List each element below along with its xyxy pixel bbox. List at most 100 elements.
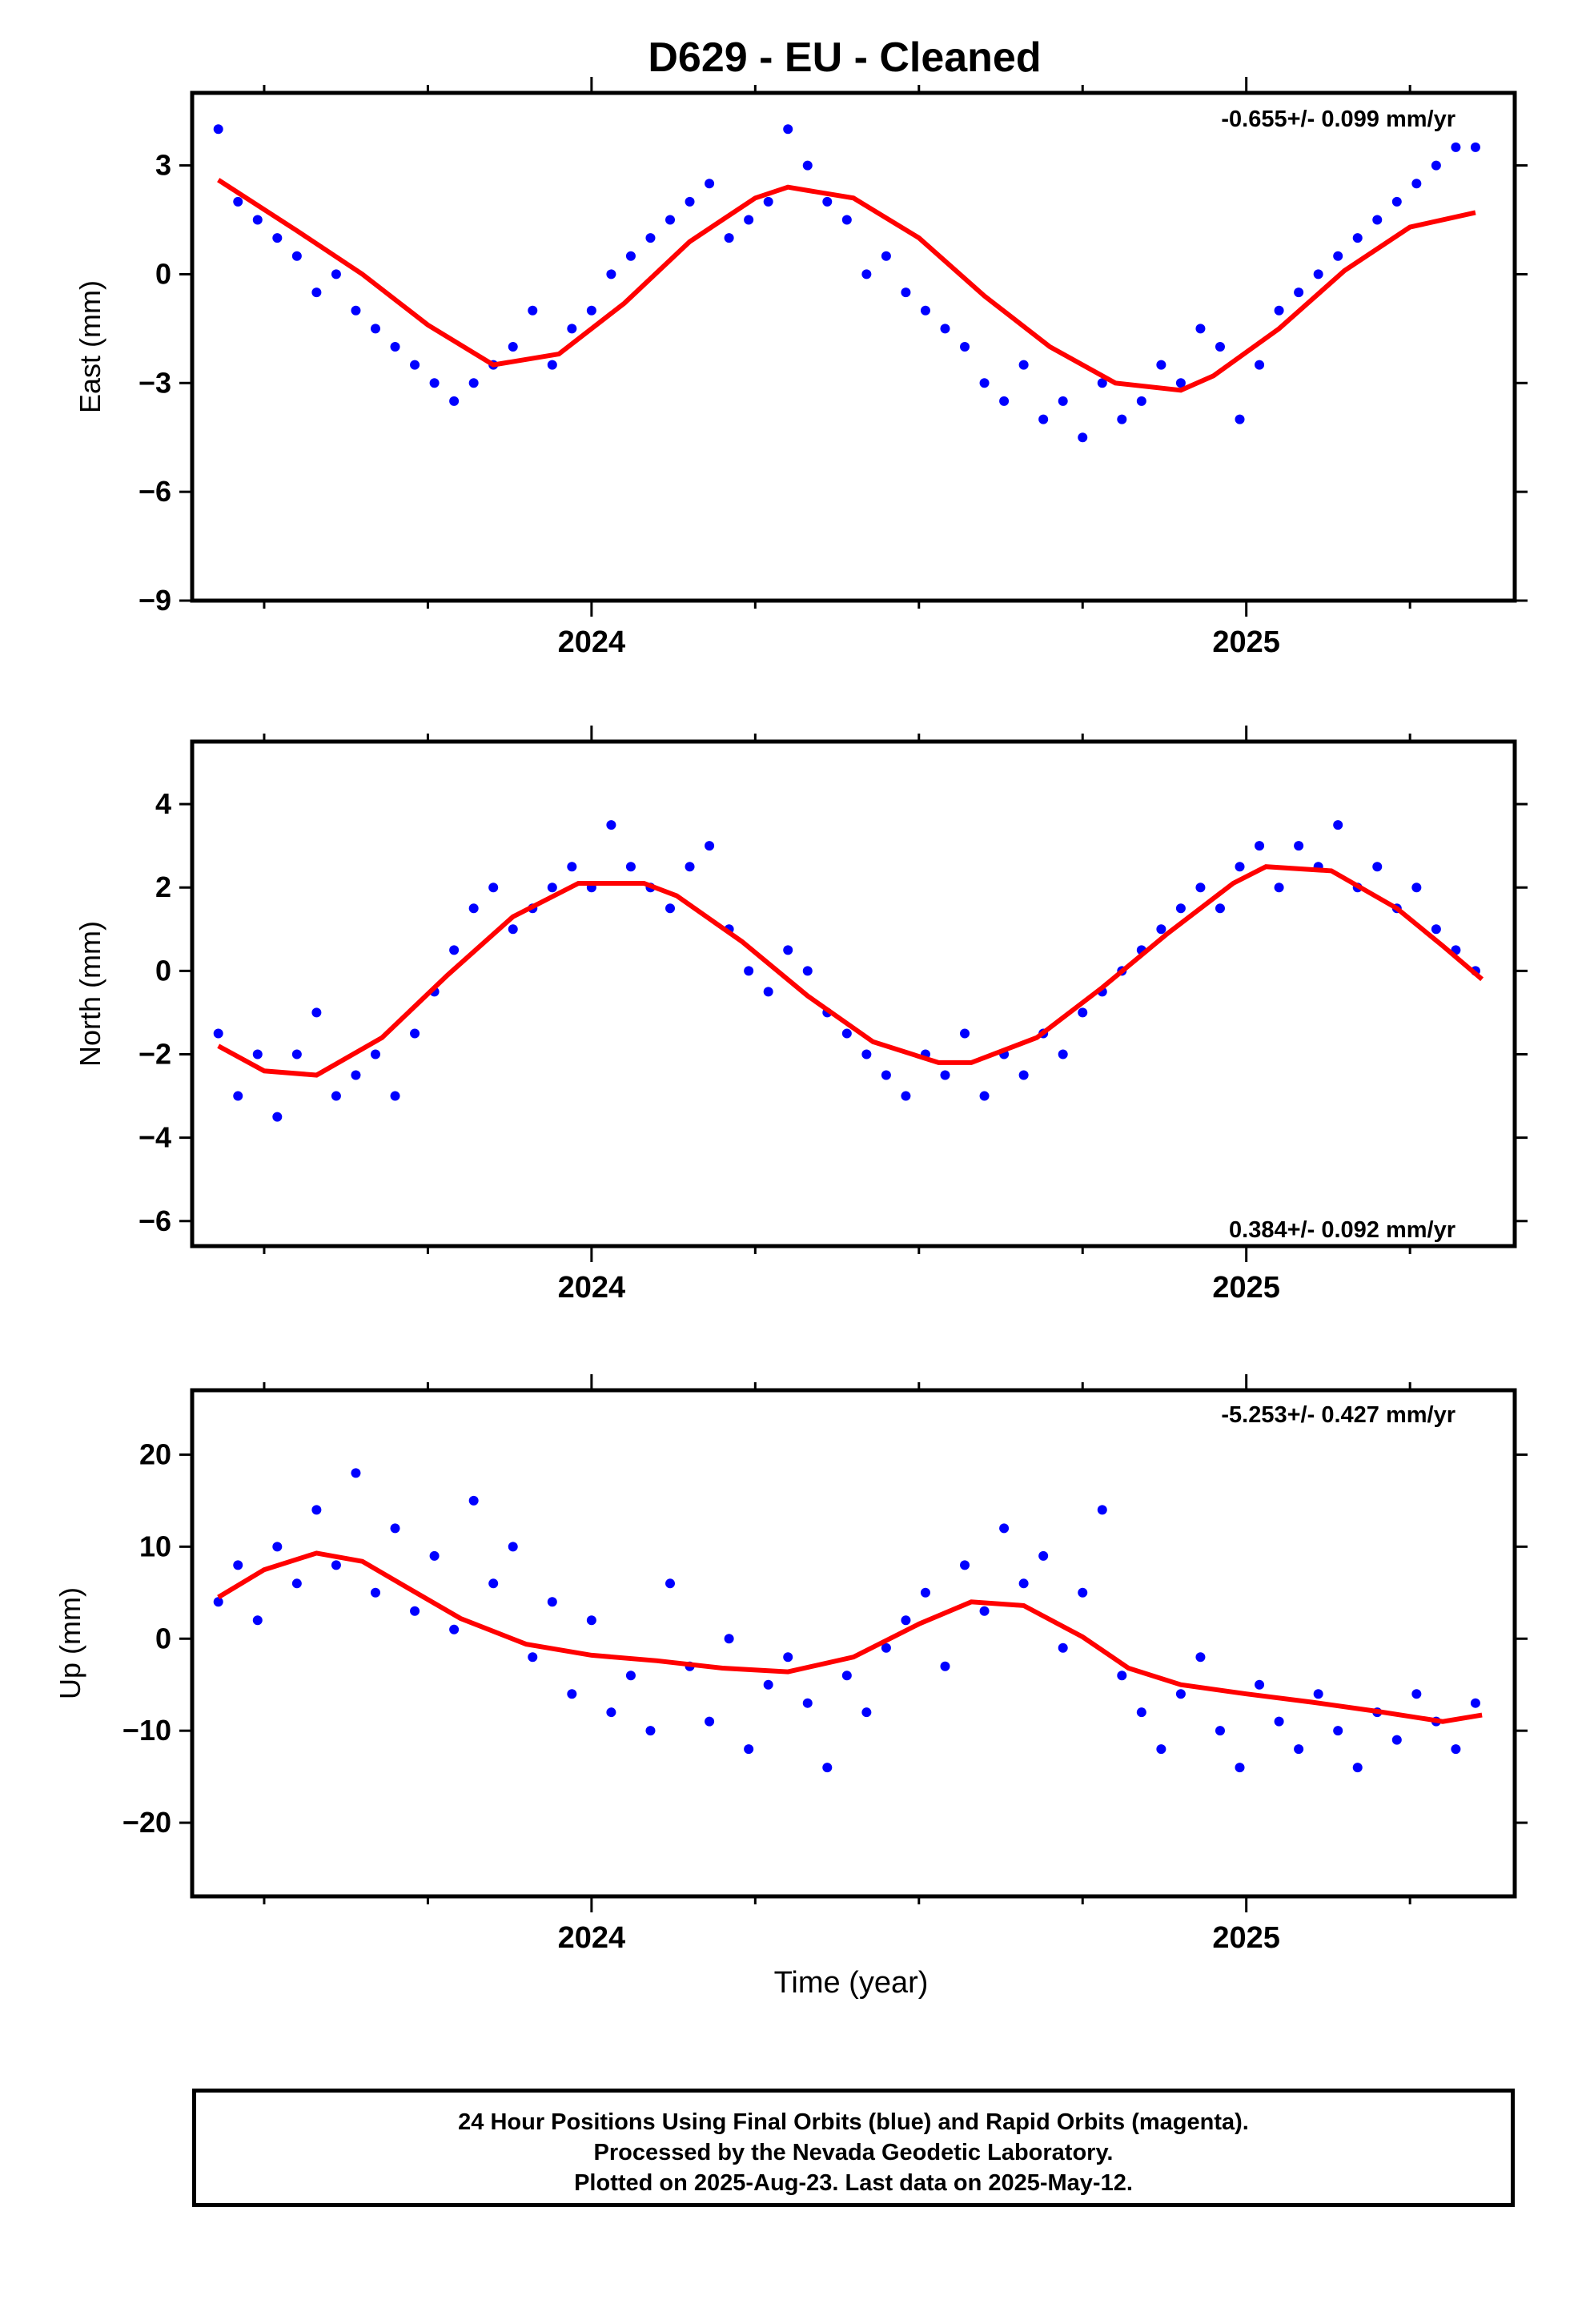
y-tick-label: −6: [139, 1204, 171, 1237]
data-point: [567, 862, 577, 872]
data-point: [783, 1652, 793, 1663]
data-point: [1215, 342, 1225, 352]
data-point: [1156, 924, 1166, 935]
data-point: [1097, 1505, 1107, 1515]
data-point: [744, 1744, 754, 1755]
data-point: [606, 1707, 616, 1718]
panel-north-rate: 0.384+/- 0.092 mm/yr: [1229, 1217, 1456, 1243]
data-point: [940, 1661, 950, 1671]
data-point: [468, 1495, 479, 1506]
data-point: [783, 945, 793, 955]
panel-east-ylabel: East (mm): [74, 280, 106, 413]
panel-east-frame: [190, 90, 1517, 603]
data-point: [1431, 160, 1441, 171]
data-point: [213, 124, 223, 135]
footer-line-1: 24 Hour Positions Using Final Orbits (bl…: [458, 2109, 1249, 2135]
data-point: [665, 215, 676, 225]
data-point: [960, 1028, 970, 1039]
data-point: [1294, 841, 1304, 851]
data-point: [429, 1550, 440, 1561]
data-point: [567, 324, 577, 334]
panel-north-yticklabels: 4 2 0 −2 −4 −6: [139, 787, 171, 1237]
page-title: D629 - EU - Cleaned: [648, 34, 1042, 81]
data-point: [861, 269, 872, 279]
data-point: [625, 251, 636, 261]
data-point: [901, 1091, 911, 1101]
x-tick-label: 2024: [558, 1271, 626, 1305]
data-point: [1136, 1707, 1146, 1718]
data-point: [979, 378, 990, 388]
data-point: [1431, 924, 1441, 935]
data-point: [802, 1698, 813, 1708]
data-point: [1372, 215, 1383, 225]
data-point: [410, 1028, 420, 1039]
data-point: [213, 1028, 223, 1039]
panel-north-grid-ticks: [179, 726, 1528, 1262]
y-tick-label: −4: [139, 1121, 171, 1154]
panel-north-xticklabels: 2024 2025: [558, 1271, 1280, 1305]
data-point: [311, 1007, 322, 1018]
data-point: [370, 1049, 380, 1059]
data-point: [1235, 862, 1245, 872]
data-point: [901, 287, 911, 298]
data-point: [1078, 1007, 1088, 1018]
data-point: [645, 1726, 656, 1736]
data-point: [1195, 1652, 1206, 1663]
data-point: [1175, 378, 1186, 388]
data-point: [1333, 820, 1343, 830]
data-point: [606, 269, 616, 279]
data-point: [410, 360, 420, 370]
data-point: [528, 1652, 538, 1663]
panel-east-grid-ticks: [179, 77, 1528, 617]
data-point: [1313, 269, 1323, 279]
data-point: [1451, 142, 1461, 152]
data-point: [1058, 1642, 1068, 1653]
data-point: [449, 1624, 460, 1634]
y-tick-label: 2: [155, 870, 171, 903]
y-tick-label: 0: [155, 1622, 171, 1655]
data-point: [331, 1091, 341, 1101]
data-point: [979, 1606, 990, 1616]
data-point: [960, 1560, 970, 1570]
data-point: [1018, 1578, 1029, 1589]
y-tick-label: 10: [139, 1530, 171, 1562]
panel-up-xticklabels: 2024 2025: [558, 1921, 1280, 1955]
panel-north: 4 2 0 −2 −4 −6 2024 2025 North (mm) 0.384+/- 0…: [74, 726, 1528, 1305]
data-point: [861, 1049, 872, 1059]
data-point: [272, 1542, 283, 1552]
data-point: [783, 124, 793, 135]
data-point: [861, 1707, 872, 1718]
data-point: [685, 196, 695, 207]
data-point: [1294, 287, 1304, 298]
data-point: [1255, 841, 1265, 851]
data-point: [351, 1468, 361, 1478]
y-tick-label: −10: [122, 1714, 171, 1747]
data-point: [547, 1597, 557, 1607]
panel-up-rate: -5.253+/- 0.427 mm/yr: [1221, 1402, 1456, 1428]
data-point: [1175, 903, 1186, 914]
panel-up-ylabel: Up (mm): [54, 1587, 86, 1699]
data-point: [1255, 360, 1265, 370]
x-tick-label: 2025: [1212, 1921, 1280, 1955]
data-point: [625, 1671, 636, 1681]
panel-north-frame: [190, 739, 1517, 1248]
data-point: [468, 903, 479, 914]
data-point: [665, 903, 676, 914]
data-point: [233, 1560, 243, 1570]
data-point: [1195, 883, 1206, 893]
data-point: [508, 342, 518, 352]
panel-east-fit-line: [217, 178, 1476, 393]
panel-up-frame: [190, 1388, 1517, 1899]
data-point: [744, 215, 754, 225]
y-tick-label: −20: [122, 1806, 171, 1839]
data-point: [1411, 179, 1422, 189]
panel-up-grid-ticks: [179, 1374, 1528, 1912]
data-point: [685, 862, 695, 872]
data-point: [1274, 305, 1284, 316]
data-point: [1352, 1763, 1363, 1773]
panel-north-fit-line: [217, 864, 1484, 1078]
data-point: [370, 1587, 380, 1598]
y-tick-label: −9: [139, 584, 171, 617]
data-point: [920, 1587, 930, 1598]
